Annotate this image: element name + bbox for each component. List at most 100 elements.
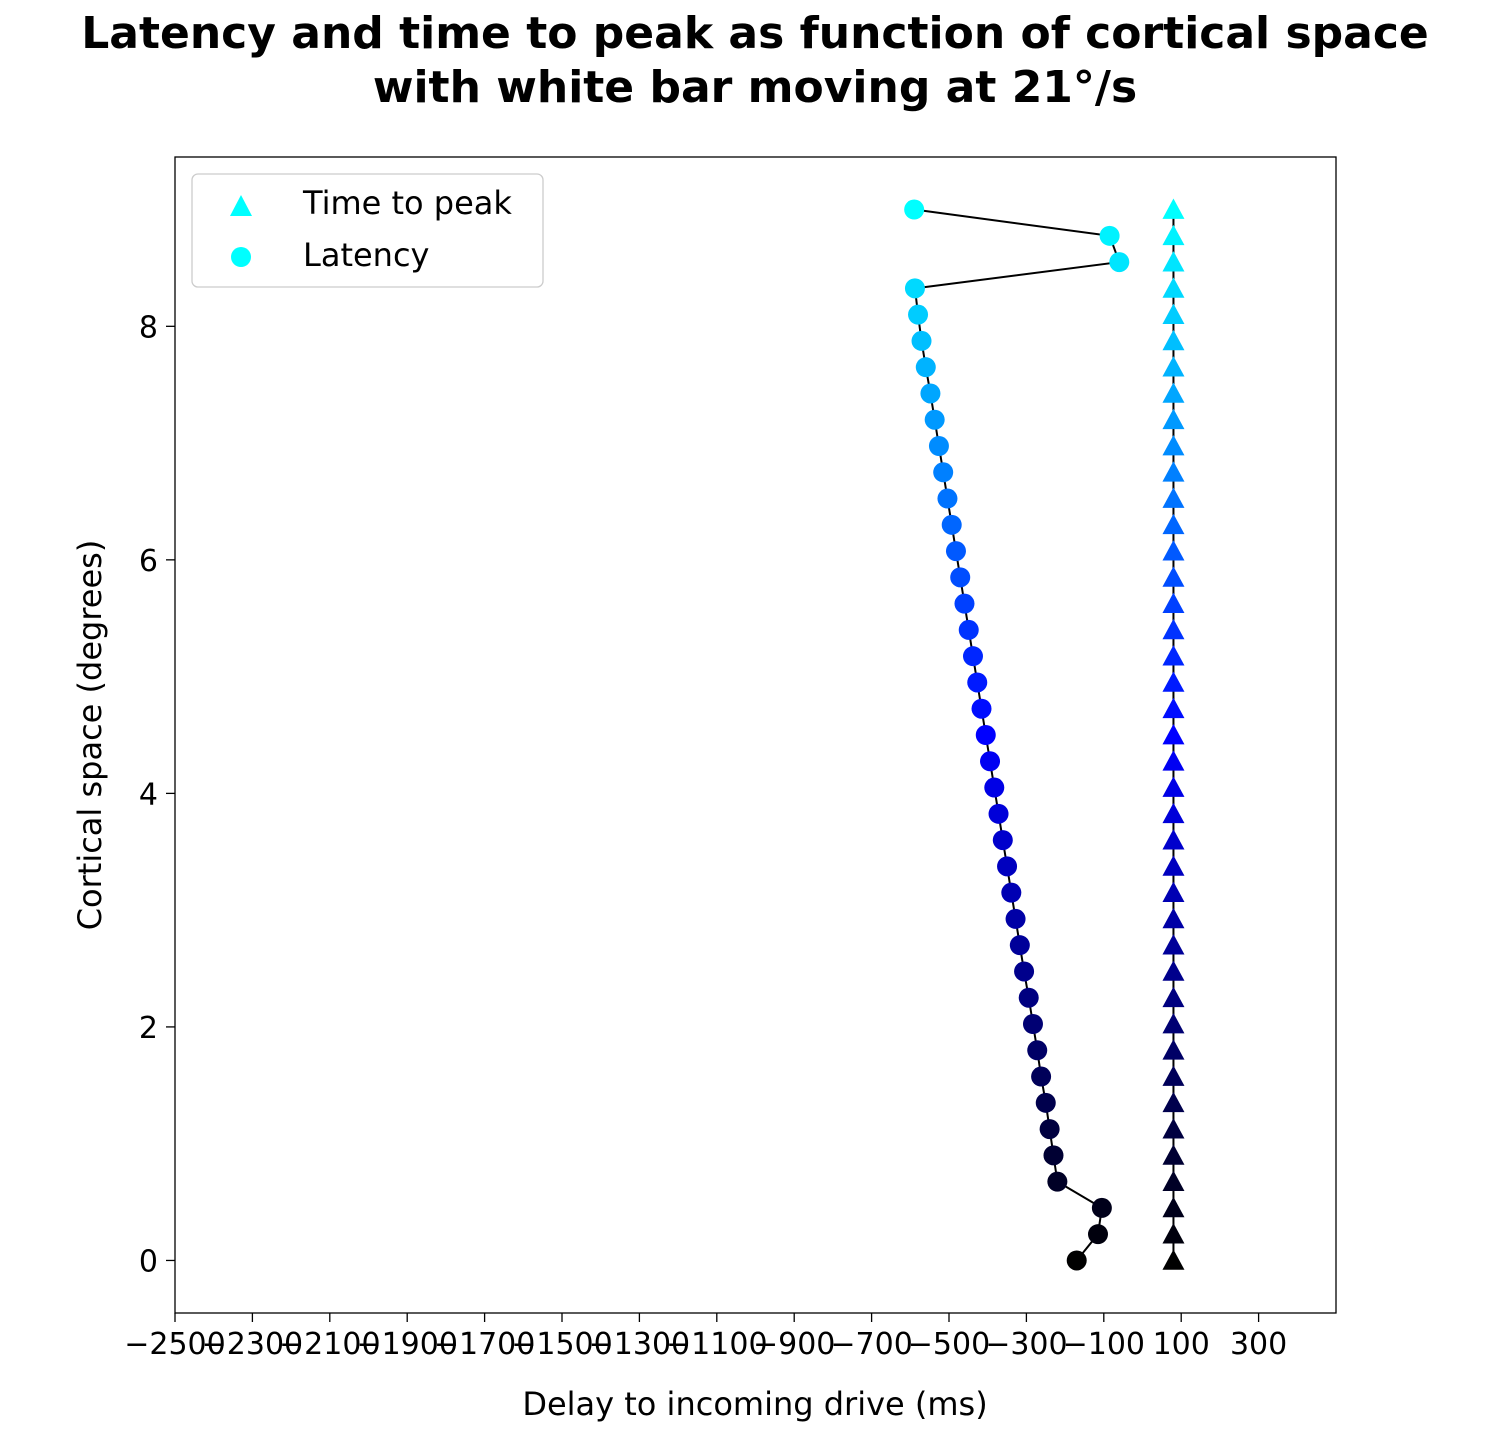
x-tick-label: −900 <box>753 1327 835 1362</box>
time-to-peak-point <box>1162 566 1185 587</box>
chart-title-line-1: Latency and time to peak as function of … <box>81 8 1429 59</box>
y-tick-label: 0 <box>139 1244 158 1279</box>
latency-point <box>924 409 945 430</box>
y-axis-label: Cortical space (degrees) <box>71 540 109 931</box>
latency-point <box>1018 987 1039 1008</box>
latency-point <box>1039 1119 1060 1140</box>
latency-point <box>1001 882 1022 903</box>
time-to-peak-point <box>1162 645 1185 666</box>
latency-point <box>958 619 979 640</box>
x-tick-label: −1700 <box>434 1327 535 1362</box>
time-to-peak-point <box>1162 881 1185 902</box>
time-to-peak-point <box>1162 776 1185 797</box>
latency-point <box>904 199 925 220</box>
time-to-peak-point <box>1162 329 1185 351</box>
time-to-peak-point <box>1162 513 1185 535</box>
latency-point <box>971 698 992 719</box>
latency-point <box>997 856 1018 877</box>
time-to-peak-point <box>1162 618 1185 640</box>
time-to-peak-point <box>1162 750 1185 771</box>
x-tick-label: −1300 <box>589 1327 690 1362</box>
time-to-peak-point <box>1162 461 1185 482</box>
time-to-peak-point <box>1162 277 1185 298</box>
time-to-peak-point <box>1162 1249 1185 1270</box>
time-to-peak-point <box>1162 671 1185 692</box>
time-to-peak-point <box>1162 1039 1185 1060</box>
latency-point <box>1014 961 1035 982</box>
latency-point <box>967 672 988 693</box>
time-to-peak-point <box>1162 1065 1185 1086</box>
time-to-peak-point <box>1162 356 1185 377</box>
time-to-peak-point <box>1162 934 1185 955</box>
y-axis-ticks: 0 2 4 6 8 <box>139 310 175 1279</box>
y-tick-label: 2 <box>139 1011 158 1046</box>
latency-point <box>1009 935 1030 956</box>
x-tick-label: −1900 <box>356 1327 457 1362</box>
latency-point <box>908 304 929 325</box>
legend-label-latency: Latency <box>303 236 429 274</box>
time-to-peak-point <box>1162 224 1185 246</box>
latency-point <box>975 725 996 745</box>
latency-point <box>915 357 936 378</box>
x-tick-label: −100 <box>1063 1327 1145 1362</box>
latency-point <box>1091 1197 1112 1218</box>
latency-point <box>937 488 958 509</box>
time-to-peak-point <box>1162 1170 1185 1191</box>
time-to-peak-point <box>1162 303 1185 324</box>
latency-point <box>1047 1171 1068 1192</box>
time-to-peak-point <box>1162 960 1185 981</box>
time-to-peak-point <box>1162 540 1185 561</box>
time-to-peak-point <box>1162 408 1185 430</box>
latency-point <box>954 593 975 614</box>
latency-point <box>945 541 966 562</box>
latency-point <box>1066 1250 1087 1271</box>
x-tick-label: −500 <box>908 1327 990 1362</box>
chart-title-line-2: with white bar moving at 21°/s <box>373 62 1137 113</box>
time-to-peak-point <box>1162 487 1185 508</box>
latency-point <box>911 330 932 351</box>
y-tick-label: 8 <box>139 310 158 345</box>
x-tick-label: 100 <box>1153 1327 1210 1362</box>
legend-circle-icon <box>231 247 251 267</box>
x-tick-label: −2500 <box>124 1327 225 1362</box>
y-tick-label: 6 <box>139 544 158 579</box>
time-to-peak-point <box>1162 251 1185 272</box>
time-to-peak-point <box>1162 986 1185 1008</box>
time-to-peak-point <box>1162 802 1185 824</box>
time-to-peak-point <box>1162 592 1185 613</box>
x-tick-label: −2300 <box>202 1327 303 1362</box>
time-to-peak-point <box>1162 907 1185 929</box>
time-to-peak-point <box>1162 829 1185 850</box>
latency-point <box>1035 1092 1056 1113</box>
legend: Time to peak Latency <box>191 173 544 288</box>
x-axis-label: Delay to incoming drive (ms) <box>522 1385 987 1423</box>
latency-point <box>1109 252 1130 273</box>
latency-point <box>933 462 954 483</box>
time-to-peak-point <box>1162 1013 1185 1034</box>
latency-point <box>980 751 1001 772</box>
latency-point <box>920 383 941 404</box>
latency-point <box>1031 1066 1052 1087</box>
time-to-peak-point <box>1162 724 1185 745</box>
legend-frame <box>191 173 544 288</box>
latency-point <box>1087 1224 1108 1245</box>
latency-point <box>1043 1145 1064 1166</box>
time-to-peak-point <box>1162 697 1185 719</box>
latency-point <box>928 436 949 456</box>
x-tick-label: −300 <box>985 1327 1067 1362</box>
latency-point <box>1027 1040 1048 1061</box>
time-to-peak-point <box>1162 1118 1185 1139</box>
latency-point <box>1022 1014 1043 1034</box>
x-tick-label: −2100 <box>279 1327 380 1362</box>
x-tick-label: −1500 <box>511 1327 612 1362</box>
plot-area-frame <box>174 156 1337 1314</box>
latency-point <box>904 278 925 299</box>
time-to-peak-point <box>1162 382 1185 403</box>
time-to-peak-point <box>1162 1144 1185 1165</box>
latency-point <box>984 777 1005 798</box>
x-axis-ticks: −2500−2300−2100−1900−1700−1500−1300−1100… <box>124 1313 1287 1362</box>
time-to-peak-point <box>1162 855 1185 876</box>
series-line-latency <box>913 208 1121 1262</box>
y-tick-label: 4 <box>139 777 158 812</box>
time-to-peak-point <box>1162 1196 1185 1218</box>
